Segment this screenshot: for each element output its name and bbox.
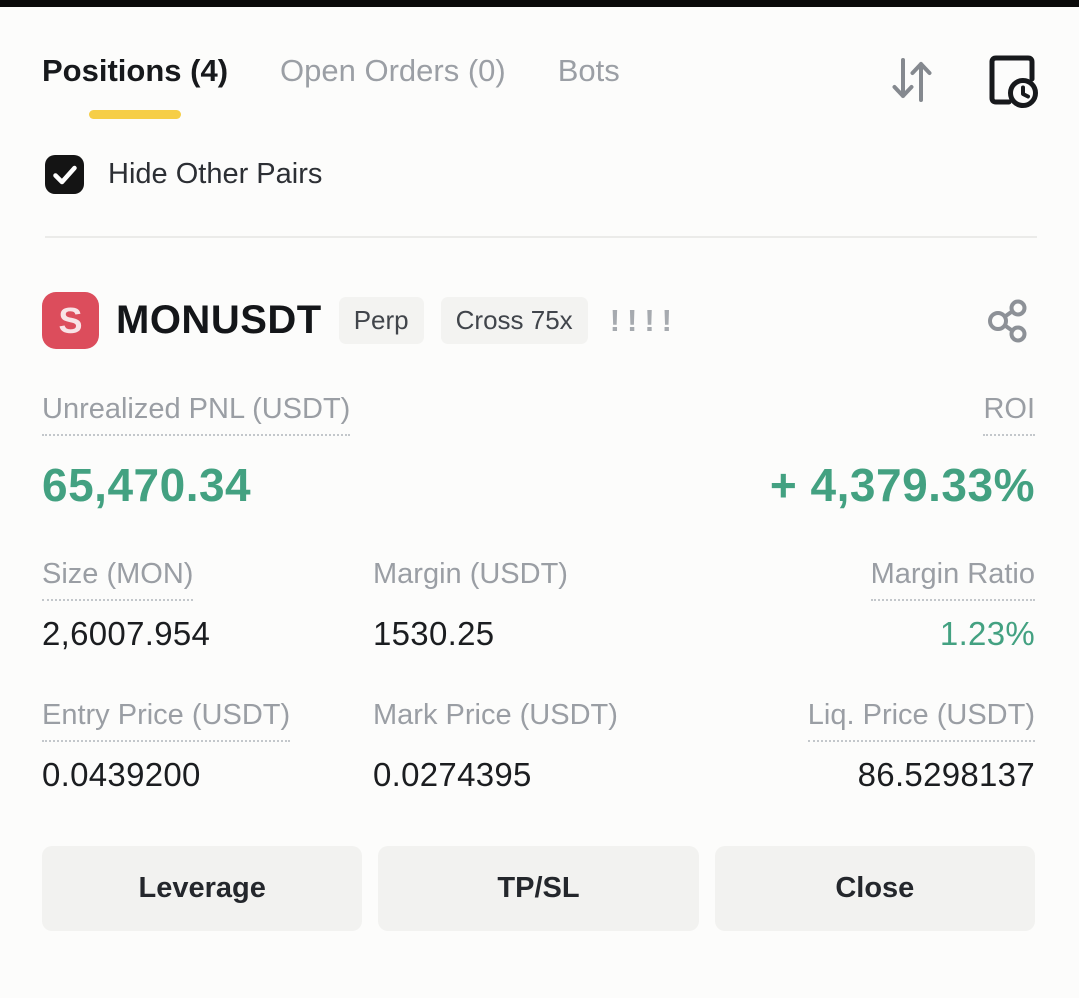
symbol-row: S MONUSDT Perp Cross 75x !!!! <box>42 292 1035 349</box>
checkmark-icon <box>52 165 77 184</box>
margin-label: Margin (USDT) <box>373 558 568 590</box>
contract-type-tag: Perp <box>338 297 424 344</box>
alert-marks: !!!! <box>609 302 679 338</box>
size-cell: Size (MON) 2,6007.954 <box>42 558 373 653</box>
liq-price-cell: Liq. Price (USDT) 86.5298137 <box>704 699 1035 794</box>
pnl-values-row: 65,470.34 + 4,379.33% <box>42 458 1035 512</box>
roi-label[interactable]: ROI <box>983 393 1035 436</box>
hide-other-pairs-row: Hide Other Pairs <box>45 155 1079 194</box>
leverage-button[interactable]: Leverage <box>42 846 363 931</box>
liq-price-label[interactable]: Liq. Price (USDT) <box>807 699 1035 742</box>
margin-ratio-label[interactable]: Margin Ratio <box>870 558 1035 601</box>
unrealized-pnl-value: 65,470.34 <box>42 459 252 511</box>
entry-price-label[interactable]: Entry Price (USDT) <box>42 699 291 742</box>
status-bar-strip <box>0 0 1079 7</box>
close-position-button[interactable]: Close <box>714 846 1035 931</box>
tab-bots-label: Bots <box>557 53 620 88</box>
margin-ratio-cell: Margin Ratio 1.23% <box>704 558 1035 653</box>
tab-bar: Positions (4) Open Orders (0) Bots <box>0 7 1079 119</box>
tab-bar-icons <box>889 49 1039 109</box>
entry-price-value: 0.0439200 <box>42 756 201 793</box>
tab-bots[interactable]: Bots <box>558 49 620 119</box>
tpsl-button[interactable]: TP/SL <box>378 846 699 931</box>
margin-cell: Margin (USDT) 1530.25 <box>373 558 704 653</box>
hide-other-pairs-checkbox[interactable] <box>45 155 84 194</box>
tabs: Positions (4) Open Orders (0) Bots <box>42 49 889 119</box>
sort-arrows-icon[interactable] <box>889 55 935 105</box>
margin-value: 1530.25 <box>373 615 495 652</box>
action-buttons-row: Leverage TP/SL Close <box>42 846 1035 931</box>
roi-value: + 4,379.33% <box>769 459 1035 511</box>
hide-other-pairs-label: Hide Other Pairs <box>108 158 323 190</box>
unrealized-pnl-label[interactable]: Unrealized PNL (USDT) <box>42 393 351 436</box>
pnl-header-row: Unrealized PNL (USDT) ROI <box>42 393 1035 436</box>
order-history-icon[interactable] <box>979 51 1039 109</box>
symbol-name[interactable]: MONUSDT <box>116 298 322 342</box>
size-value: 2,6007.954 <box>42 615 211 652</box>
tab-positions-label: Positions (4) <box>42 53 229 88</box>
size-label[interactable]: Size (MON) <box>42 558 194 601</box>
mark-price-cell: Mark Price (USDT) 0.0274395 <box>373 699 704 794</box>
entry-price-cell: Entry Price (USDT) 0.0439200 <box>42 699 373 794</box>
tab-open-orders[interactable]: Open Orders (0) <box>280 49 506 119</box>
section-divider <box>45 236 1037 238</box>
tab-positions[interactable]: Positions (4) <box>42 49 228 119</box>
tab-open-orders-label: Open Orders (0) <box>280 53 506 88</box>
size-margin-row: Size (MON) 2,6007.954 Margin (USDT) 1530… <box>42 558 1035 653</box>
liq-price-value: 86.5298137 <box>857 756 1035 793</box>
margin-mode-tag[interactable]: Cross 75x <box>440 297 588 344</box>
active-tab-underline <box>89 110 181 119</box>
share-icon[interactable] <box>985 297 1035 345</box>
mark-price-value: 0.0274395 <box>373 756 532 793</box>
price-row: Entry Price (USDT) 0.0439200 Mark Price … <box>42 699 1035 794</box>
position-card: S MONUSDT Perp Cross 75x !!!! Unrealized… <box>0 292 1079 931</box>
mark-price-label: Mark Price (USDT) <box>373 699 618 731</box>
margin-ratio-value: 1.23% <box>939 615 1035 652</box>
short-side-badge: S <box>42 292 99 349</box>
